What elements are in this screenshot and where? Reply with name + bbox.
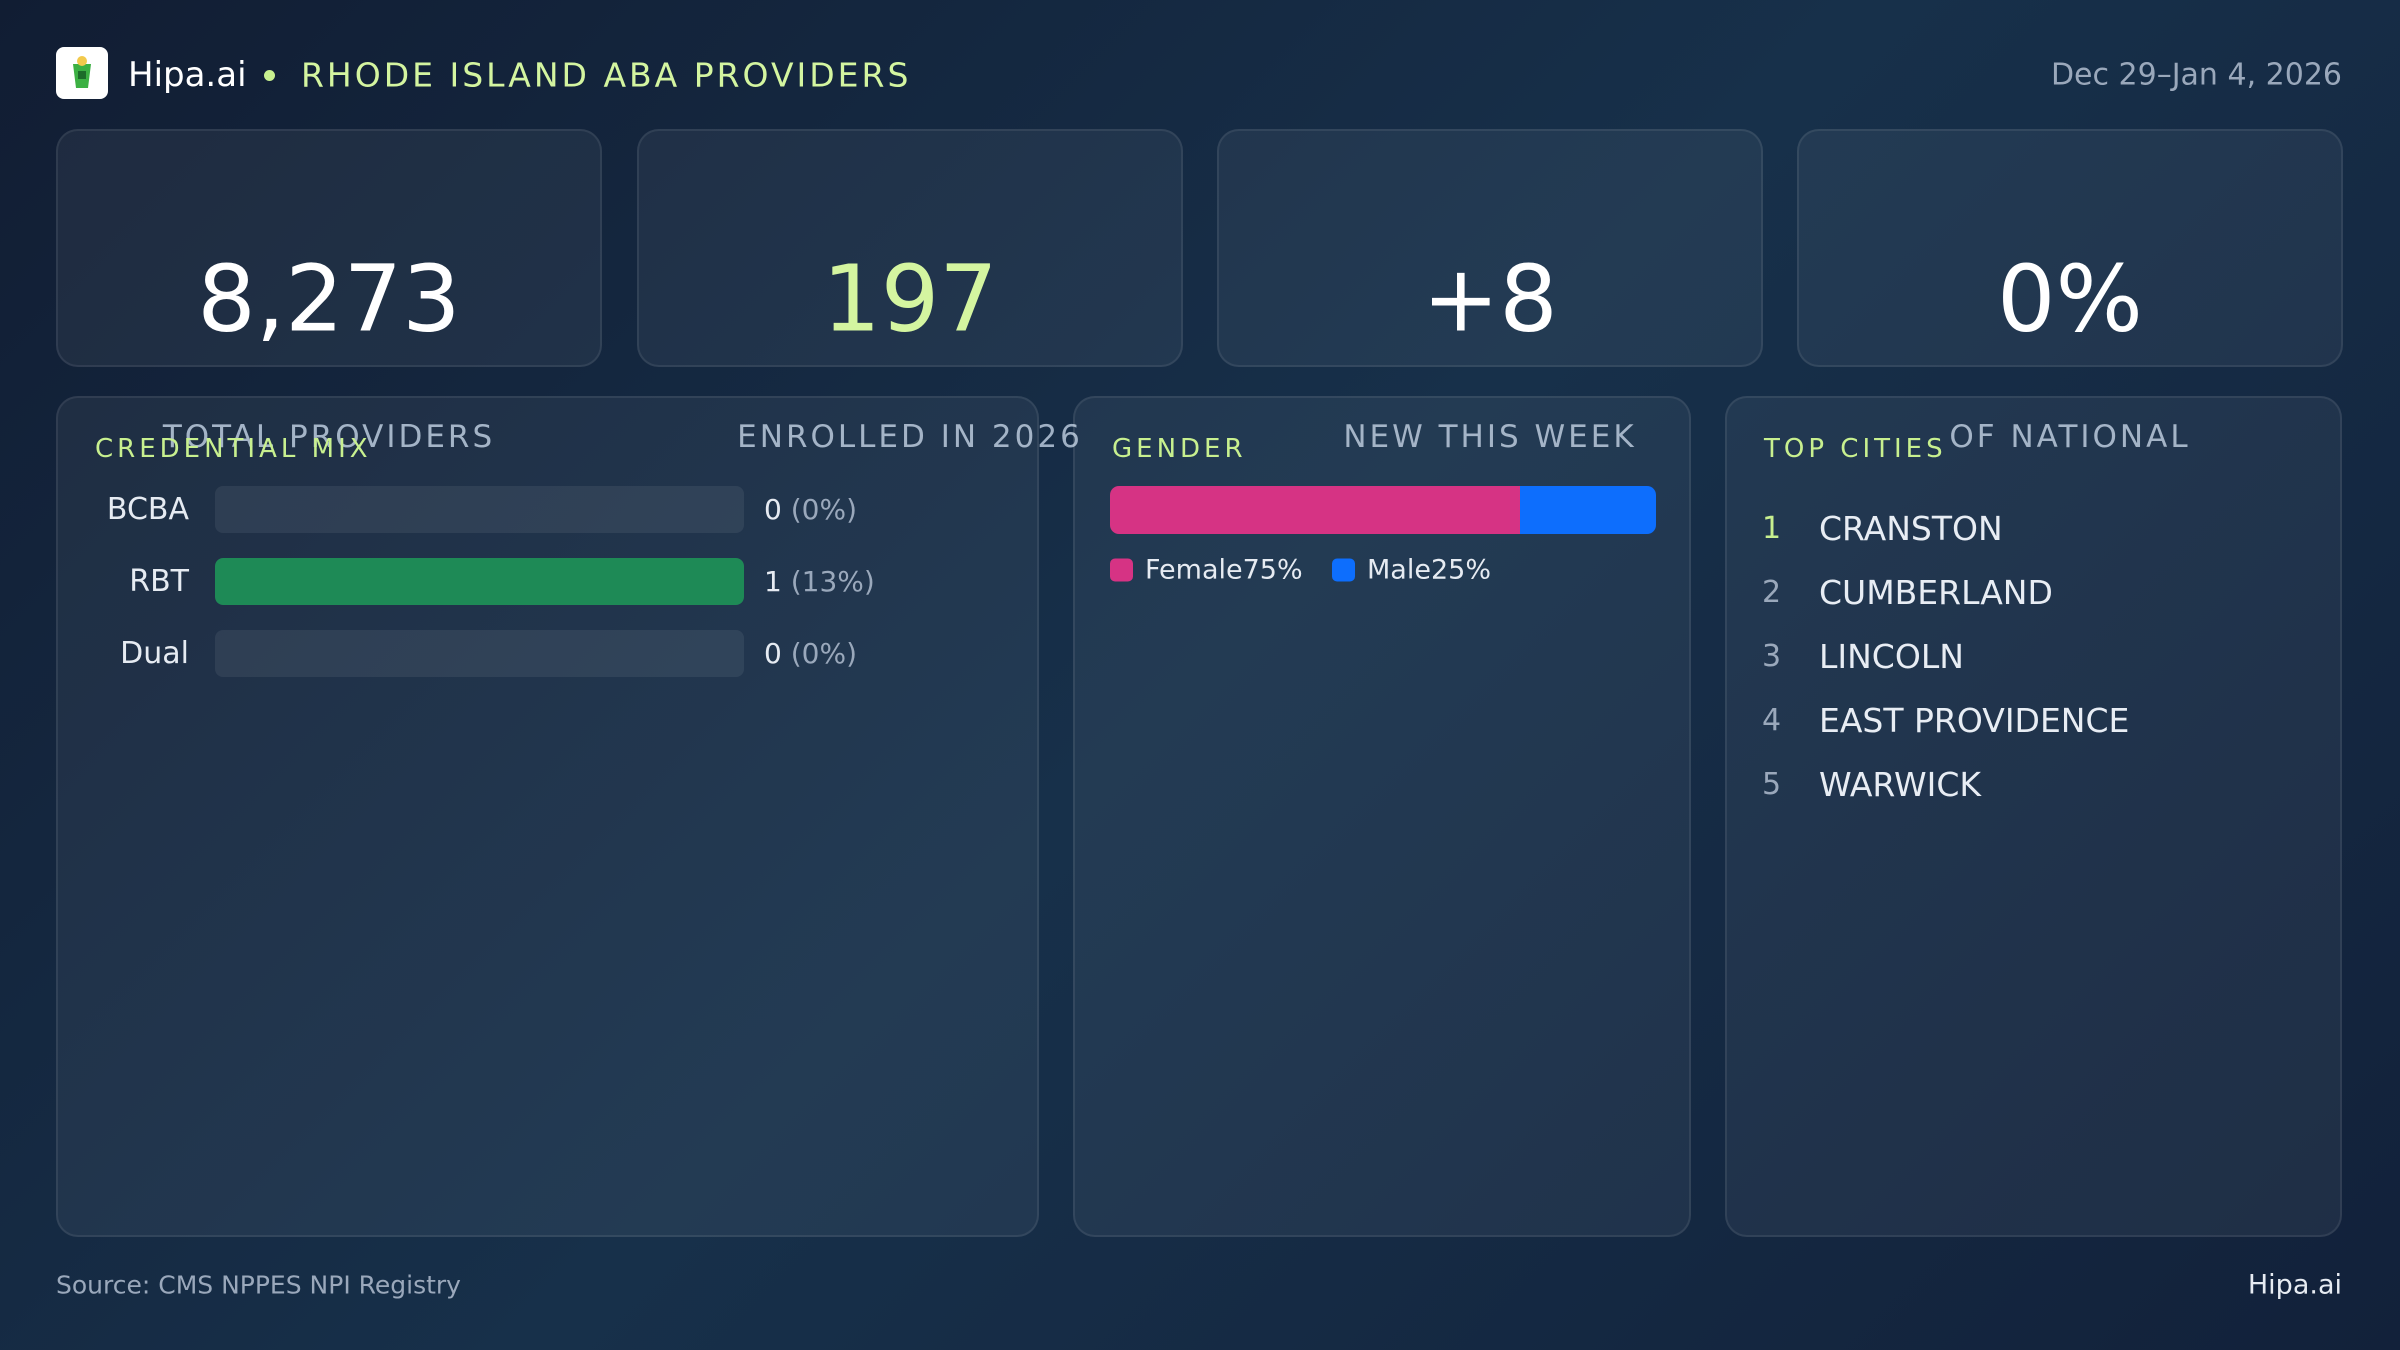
bar [215, 558, 744, 605]
bar-track [215, 486, 744, 533]
bar-track [215, 558, 744, 605]
stat-card: +8 NEW THIS WEEK [1217, 129, 1763, 455]
credential-value-wrap: 0 (0%) [764, 486, 857, 533]
legend-name: Female [1145, 554, 1243, 586]
credential-row: BCBA 0 (0%) [58, 486, 1037, 533]
legend-value: 25% [1430, 554, 1491, 586]
stat-card: 8,273 TOTAL PROVIDERS [56, 129, 602, 455]
credential-share: (0%) [790, 493, 858, 526]
credential-row: Dual 0 (0%) [58, 630, 1037, 677]
logo [56, 47, 108, 99]
city-rank: 1 [1762, 511, 1782, 546]
credential-value-wrap: 1 (13%) [764, 558, 875, 605]
legend-item: Female 75% [1110, 555, 1303, 586]
bar-track [215, 630, 744, 677]
city-name: WARWICK [1819, 765, 1982, 804]
credential-label: Dual [120, 636, 189, 671]
city-rank: 2 [1762, 575, 1782, 610]
legend-swatch [1110, 558, 1133, 582]
gender-segment [1110, 486, 1520, 534]
stat-label: ENROLLED IN 2026 [737, 419, 1083, 455]
stat-value: 197 [822, 245, 998, 353]
gender-segment [1519, 486, 1656, 534]
credential-value: 0 [764, 493, 782, 526]
stat-value: +8 [1422, 245, 1558, 353]
city-name: CUMBERLAND [1819, 573, 2053, 612]
credential-value: 1 [764, 565, 782, 598]
legend-swatch [1332, 558, 1355, 582]
cities-panel: TOP CITIES 1 CRANSTON 2 CUMBERLAND 3 LINCOLN 4… [1725, 396, 2342, 1237]
stat-card: 0% OF NATIONAL [1797, 129, 2343, 455]
credential-panel: CREDENTIAL MIX BCBA 0 (0%) RBT 1 (13%) Dual 0… [56, 396, 1039, 1237]
legend-value: 75% [1242, 554, 1303, 586]
stat-label: OF NATIONAL [1949, 419, 2191, 455]
city-name: LINCOLN [1819, 637, 1964, 676]
brand: Hipa.ai [128, 55, 247, 95]
stat-value: 0% [1997, 245, 2143, 353]
legend-name: Male [1367, 554, 1431, 586]
stat-value: 8,273 [197, 245, 461, 353]
stat-label: NEW THIS WEEK [1343, 419, 1637, 455]
credential-value-wrap: 0 (0%) [764, 630, 857, 677]
stat-label: TOTAL PROVIDERS [162, 419, 496, 455]
date-range: Dec 29–Jan 4, 2026 [2050, 57, 2342, 93]
separator-dot [264, 70, 275, 81]
footer-brand: Hipa.ai [2247, 1269, 2342, 1301]
legend-item: Male 25% [1332, 555, 1491, 586]
panel-title: GENDER [1112, 434, 1247, 464]
source: Source: CMS NPPES NPI Registry [56, 1270, 461, 1300]
panel-title: CREDENTIAL MIX [95, 434, 372, 464]
city-rank: 5 [1762, 767, 1782, 802]
credential-share: (0%) [790, 637, 858, 670]
gender-panel: GENDER Female 75% Male 25% [1073, 396, 1691, 1237]
credential-share: (13%) [790, 565, 875, 598]
page-title: RHODE ISLAND ABA PROVIDERS [301, 55, 912, 95]
city-name: EAST PROVIDENCE [1819, 701, 2130, 740]
city-rank: 3 [1762, 639, 1782, 674]
stat-card: 197 ENROLLED IN 2026 [637, 129, 1183, 455]
panel-title: TOP CITIES [1764, 434, 1947, 464]
credential-label: RBT [129, 564, 189, 599]
credential-label: BCBA [106, 492, 189, 527]
city-name: CRANSTON [1819, 509, 2003, 548]
credential-value: 0 [764, 637, 782, 670]
credential-row: RBT 1 (13%) [58, 558, 1037, 605]
city-rank: 4 [1762, 703, 1782, 738]
gender-bar [1110, 486, 1656, 534]
